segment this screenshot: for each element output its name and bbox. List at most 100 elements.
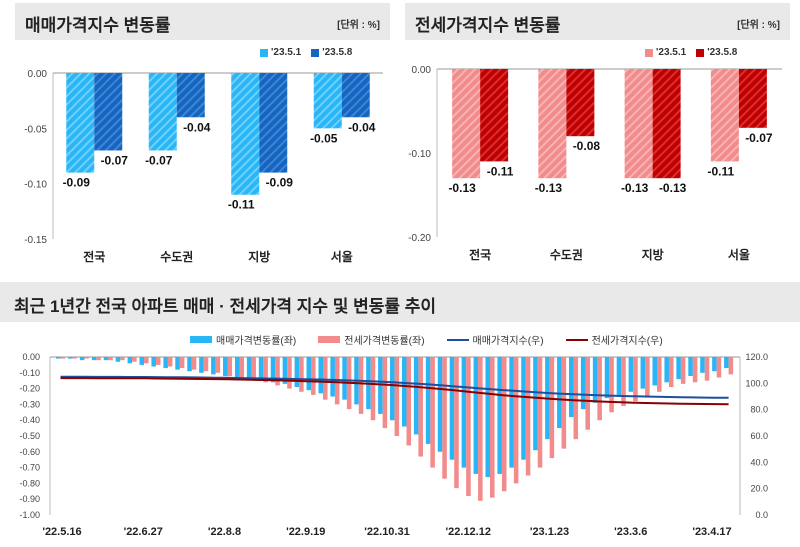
bar-jeonse-change	[418, 357, 423, 457]
bar-prev	[710, 69, 739, 162]
bar-sale-change	[664, 357, 669, 383]
bar-sale-change	[425, 357, 431, 444]
data-label: -0.13	[621, 181, 649, 195]
bar-jeonse-change	[144, 357, 149, 364]
bar-jeonse-change	[704, 357, 710, 381]
jeonse-change-legend: '23.5.1 '23.5.8	[645, 47, 737, 58]
data-label: -0.11	[228, 198, 255, 212]
data-label: -0.09	[63, 176, 91, 190]
bar-jeonse-change	[633, 357, 638, 402]
legend-label: '23.5.8	[707, 47, 738, 58]
jeonse-change-chart: 0.00 -0.10 -0.20 전국 -0.13 -0.11 수도권 -0.13 -0.08 지…	[408, 65, 782, 262]
bar-sale-change	[604, 357, 610, 399]
x-tick-label: 서울	[728, 247, 750, 262]
data-label: -0.04	[348, 120, 376, 134]
bar-sale-change	[115, 357, 121, 362]
x-tick-label: 전국	[469, 247, 491, 262]
bar-sale-change	[700, 357, 705, 373]
bar-sale-change	[246, 357, 252, 380]
bar-jeonse-change	[442, 357, 447, 479]
bar-jeonse-change	[382, 357, 388, 429]
bar-sale-change	[688, 357, 693, 376]
bar-prev	[538, 69, 567, 179]
y-left-tick-label: -0.20	[19, 384, 40, 394]
bar-prev	[624, 69, 653, 179]
sale-change-panel: 매매가격지수 변동률 [단위 : %] '23.5.1 '23.5.8 0.00…	[15, 3, 390, 273]
bar-sale-change	[79, 357, 85, 361]
bar-prev	[66, 73, 95, 173]
x-tick-label: 지방	[248, 249, 270, 264]
x-tick-label: '22.8.8	[208, 526, 241, 538]
x-tick-label: 수도권	[160, 250, 193, 264]
bar-sale-change	[497, 357, 502, 474]
bar-curr	[94, 73, 123, 151]
x-tick-label: 서울	[331, 249, 353, 264]
bar-sale-change	[521, 357, 526, 460]
sale-change-chart: 0.00-0.05-0.10-0.15전국-0.09-0.07수도권-0.07-…	[24, 69, 383, 264]
bar-sale-change	[282, 357, 288, 384]
bar-sale-change	[330, 357, 335, 397]
bar-prev	[148, 73, 177, 151]
bar-jeonse-change	[394, 357, 400, 436]
bar-jeonse-change	[621, 357, 626, 406]
y-tick-label: -0.15	[24, 235, 47, 246]
x-tick-label: '22.12.12	[446, 526, 491, 538]
bar-sale-change	[568, 357, 574, 418]
jeonse-change-title: 전세가격지수 변동률	[415, 16, 561, 35]
bar-sale-change	[139, 357, 145, 365]
data-label: -0.07	[101, 153, 129, 167]
data-label: -0.07	[145, 153, 173, 167]
sale-change-titlebar: 매매가격지수 변동률 [단위 : %]	[15, 3, 390, 40]
legend-swatch	[565, 338, 588, 341]
legend-swatch	[696, 48, 705, 57]
bar-jeonse-change	[716, 357, 722, 378]
y-right-tick-label: 20.0	[750, 484, 768, 494]
bar-sale-change	[592, 357, 598, 403]
x-tick-label: 지방	[642, 247, 664, 262]
bar-jeonse-change	[275, 357, 280, 386]
bar-sale-change	[676, 357, 681, 380]
data-label: -0.04	[183, 120, 211, 134]
y-left-tick-label: -0.60	[19, 447, 40, 457]
bar-sale-change	[378, 357, 383, 414]
bar-sale-change	[306, 357, 312, 391]
line-jeonse-index	[60, 377, 729, 406]
bar-sale-change	[223, 357, 228, 376]
data-label: -0.11	[487, 164, 514, 178]
bar-jeonse-change	[263, 357, 268, 383]
trend-title: 최근 1년간 전국 아파트 매매 · 전세가격 지수 및 변동률 추이	[14, 297, 437, 316]
bar-jeonse-change	[120, 357, 125, 361]
bar-sale-change	[342, 357, 347, 400]
bar-jeonse-change	[203, 357, 209, 372]
legend-item-prev: '23.5.1	[260, 47, 301, 58]
bar-sale-change	[712, 357, 717, 372]
bar-sale-change	[199, 357, 204, 373]
y-left-tick-label: -1.00	[19, 510, 40, 520]
bar-jeonse-change	[96, 357, 101, 361]
bar-sale-change	[401, 357, 407, 427]
bar-jeonse-change	[728, 357, 734, 375]
data-label: -0.13	[659, 181, 687, 195]
bar-sale-change	[413, 357, 419, 435]
bar-jeonse-change	[60, 357, 66, 359]
y-left-tick-label: -0.90	[19, 494, 40, 504]
bar-jeonse-change	[537, 357, 543, 468]
bar-curr	[738, 69, 767, 128]
trend-chart: 0.00 -0.10 -0.20 -0.30 -0.40 -0.50 -0.60 -0.70 -…	[19, 352, 768, 538]
x-tick-label: '22.10.31	[364, 526, 409, 538]
bar-jeonse-change	[573, 357, 579, 440]
y-right-tick-label: 0.0	[755, 510, 768, 520]
bar-sale-change	[318, 357, 323, 394]
bar-curr	[341, 73, 370, 118]
legend-swatch	[446, 338, 469, 341]
jeonse-change-titlebar: 전세가격지수 변동률 [단위 : %]	[405, 3, 790, 40]
bar-sale-change	[390, 357, 395, 421]
bar-jeonse-change	[167, 357, 173, 367]
bar-sale-change	[437, 357, 443, 452]
bar-jeonse-change	[668, 357, 674, 388]
bar-prev	[231, 73, 260, 195]
data-label: -0.13	[535, 181, 563, 195]
y-tick-label: -0.20	[408, 233, 431, 244]
bar-jeonse-change	[215, 357, 221, 373]
x-tick-label: '23.3.6	[614, 526, 647, 538]
